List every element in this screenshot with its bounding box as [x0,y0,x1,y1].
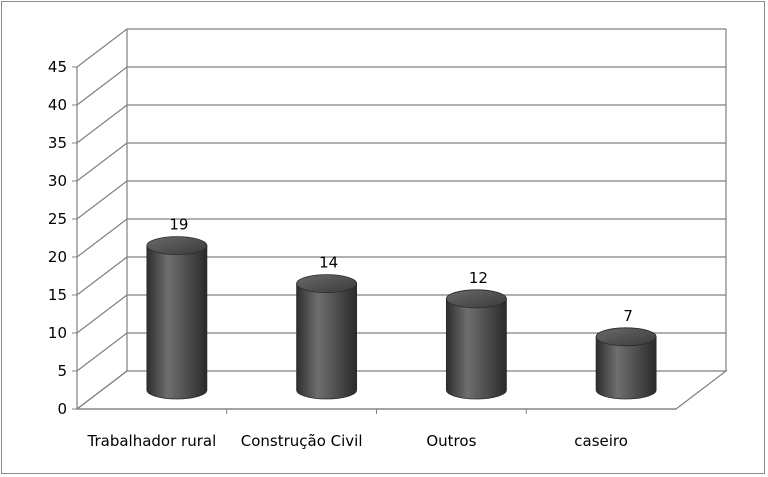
bar [445,289,507,400]
bar-body [595,336,657,400]
x-tick-label: caseiro [574,432,628,450]
x-tick-label: Trabalhador rural [87,432,217,450]
y-tick-label: 25 [48,210,67,228]
y-tick-label: 0 [57,400,67,418]
side-gridline [76,104,128,144]
bar-body [445,298,507,400]
y-tick-label: 15 [48,286,67,304]
data-label: 7 [623,307,633,325]
bar-top [595,327,657,347]
y-tick-label: 20 [48,248,67,266]
side-gridline [76,218,128,258]
bar-top [445,289,507,309]
x-tick-label: Outros [426,432,476,450]
side-gridline [76,332,128,372]
data-label: 19 [169,216,188,234]
side-gridline [76,294,128,334]
bar-body [146,245,208,400]
side-gridline [76,256,128,296]
bar-body [296,283,358,400]
side-gridline [76,28,128,68]
data-label: 14 [319,254,338,272]
y-tick-label: 35 [48,134,67,152]
y-tick-label: 5 [57,362,67,380]
bar [296,274,358,400]
y-tick-label: 10 [48,324,67,342]
bar [595,327,657,400]
bar-top [296,274,358,294]
y-tick-label: 40 [48,96,67,114]
side-gridline [76,142,128,182]
side-gridline [76,180,128,220]
side-gridline [76,66,128,106]
y-tick-label: 45 [48,58,67,76]
bar [146,236,208,400]
x-tick-label: Construção Civil [241,432,363,450]
data-label: 12 [469,269,488,287]
bar-top [146,236,208,256]
y-tick-label: 30 [48,172,67,190]
